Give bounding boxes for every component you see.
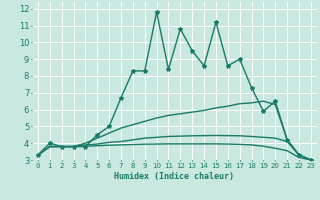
X-axis label: Humidex (Indice chaleur): Humidex (Indice chaleur): [115, 172, 234, 181]
